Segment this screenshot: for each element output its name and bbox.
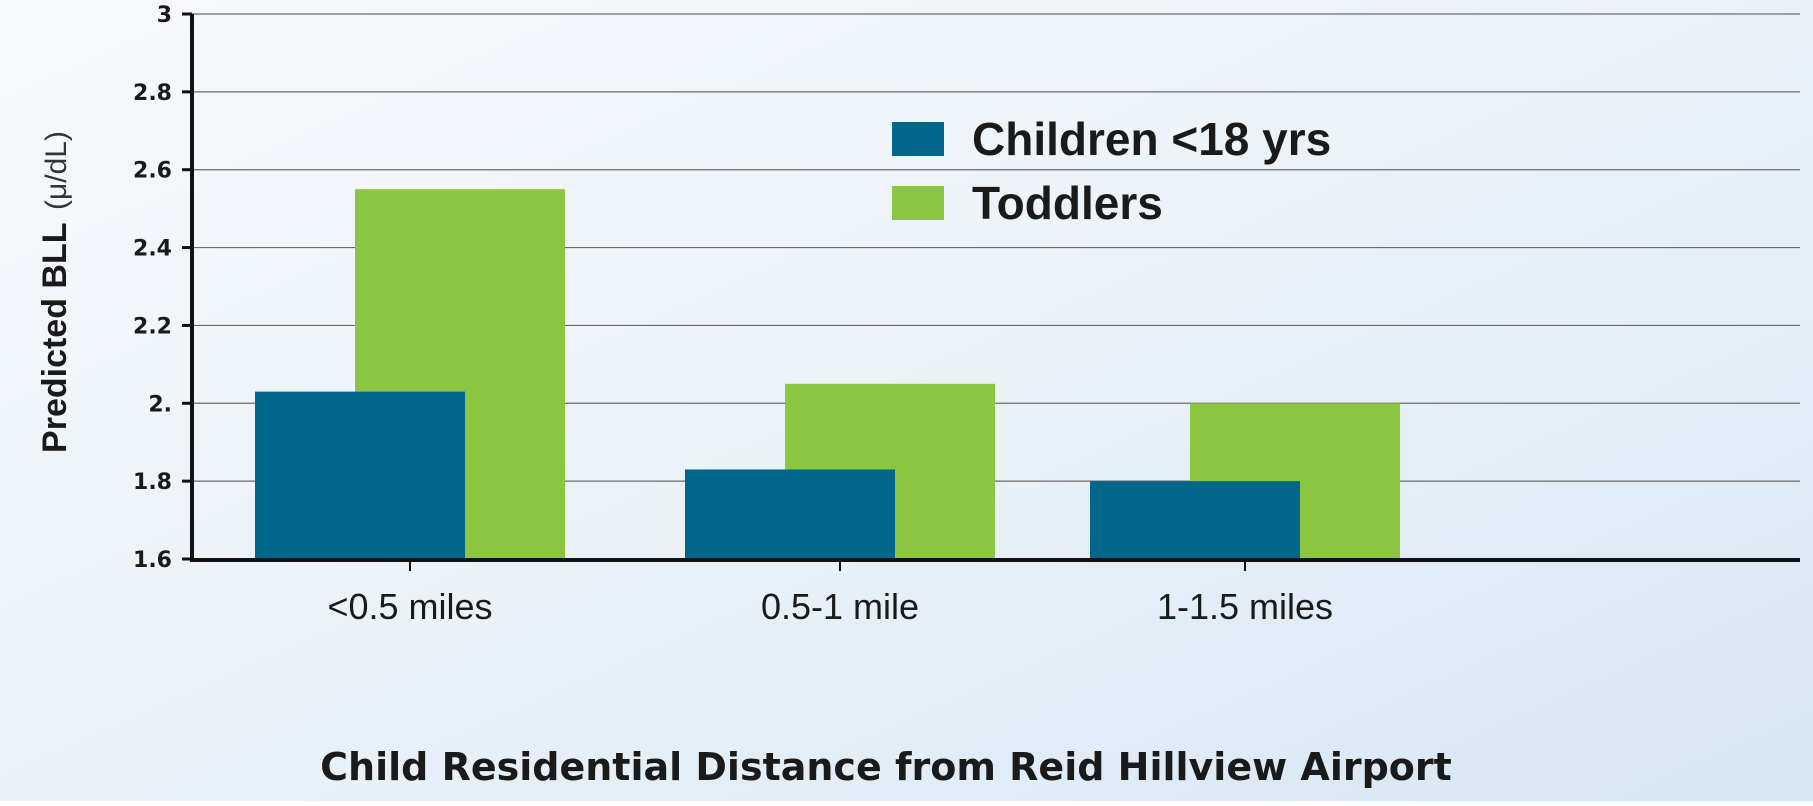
bar-children [255, 391, 465, 559]
y-axis-label-unit: (μ/dL) [40, 131, 73, 210]
y-tick-label: 2.2 [133, 314, 172, 339]
bars [255, 189, 1400, 559]
axes [182, 12, 1800, 571]
y-tick-label: 1.6 [133, 548, 172, 573]
legend-label: Children <18 yrs [972, 113, 1331, 165]
y-tick-labels: 1.6 1.8 2. 2.2 2.4 2.6 2.8 3 [133, 3, 172, 573]
legend-label: Toddlers [972, 177, 1163, 229]
legend: Children <18 yrs Toddlers [892, 113, 1331, 229]
y-tick-label: 2.8 [133, 81, 172, 106]
x-tick-label: <0.5 miles [327, 586, 492, 627]
y-axis-label-main: Predicted BLL [36, 222, 74, 452]
legend-swatch [892, 186, 944, 220]
bar-children [685, 469, 895, 559]
y-tick-label: 3 [157, 3, 172, 28]
x-tick-label: 1-1.5 miles [1157, 586, 1333, 627]
bar-children [1090, 481, 1300, 559]
y-tick-label: 1.8 [133, 470, 172, 495]
y-tick-label: 2.4 [133, 237, 172, 262]
x-axis-label: Child Residential Distance from Reid Hil… [320, 745, 1452, 789]
x-tick-labels: <0.5 miles 0.5-1 mile 1-1.5 miles [327, 586, 1333, 627]
y-tick-label: 2.6 [133, 159, 172, 184]
x-tick-label: 0.5-1 mile [761, 586, 919, 627]
legend-swatch [892, 122, 944, 156]
y-tick-label: 2. [148, 392, 172, 417]
y-axis-label: Predicted BLL (μ/dL) [36, 131, 74, 453]
